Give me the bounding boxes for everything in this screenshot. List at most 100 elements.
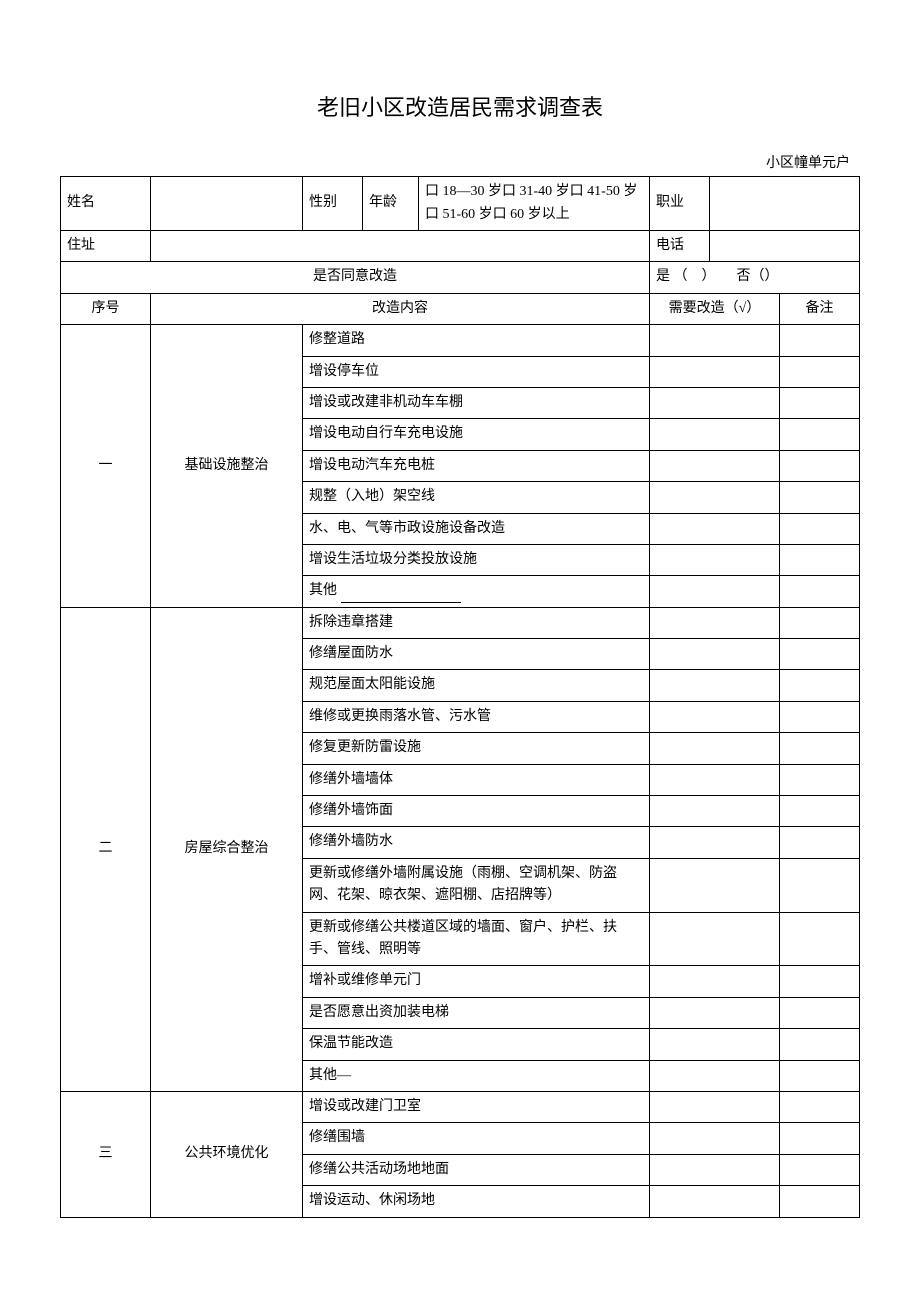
need-checkbox-cell[interactable]: [650, 607, 780, 638]
item-label: 增补或维修单元门: [303, 966, 650, 997]
need-checkbox-cell[interactable]: [650, 827, 780, 858]
item-label: 增设或改建非机动车车棚: [303, 387, 650, 418]
section-category: 公共环境优化: [151, 1091, 303, 1217]
note-cell[interactable]: [780, 858, 860, 912]
item-label: 修整道路: [303, 325, 650, 356]
note-cell[interactable]: [780, 576, 860, 607]
note-cell[interactable]: [780, 1186, 860, 1217]
header-need: 需要改造（√）: [650, 293, 780, 324]
consent-question: 是否同意改造: [61, 262, 650, 293]
item-label: 更新或修缮公共楼道区域的墙面、窗户、护栏、扶手、管线、照明等: [303, 912, 650, 966]
header-seq: 序号: [61, 293, 151, 324]
need-checkbox-cell[interactable]: [650, 1186, 780, 1217]
header-content: 改造内容: [151, 293, 650, 324]
need-checkbox-cell[interactable]: [650, 912, 780, 966]
phone-value[interactable]: [710, 231, 860, 262]
note-cell[interactable]: [780, 356, 860, 387]
need-checkbox-cell[interactable]: [650, 997, 780, 1028]
need-checkbox-cell[interactable]: [650, 1123, 780, 1154]
need-checkbox-cell[interactable]: [650, 325, 780, 356]
need-checkbox-cell[interactable]: [650, 1060, 780, 1091]
item-label: 保温节能改造: [303, 1029, 650, 1060]
item-label: 修复更新防雷设施: [303, 733, 650, 764]
note-cell[interactable]: [780, 387, 860, 418]
survey-table: 姓名 性别 年龄 口 18—30 岁口 31-40 岁口 41-50 岁口 51…: [60, 176, 860, 1218]
note-cell[interactable]: [780, 325, 860, 356]
need-checkbox-cell[interactable]: [650, 450, 780, 481]
note-cell[interactable]: [780, 607, 860, 638]
need-checkbox-cell[interactable]: [650, 1029, 780, 1060]
need-checkbox-cell[interactable]: [650, 1091, 780, 1122]
item-label: 修缮屋面防水: [303, 639, 650, 670]
section-seq: 一: [61, 325, 151, 608]
consent-answer[interactable]: 是 （ ） 否（）: [650, 262, 860, 293]
need-checkbox-cell[interactable]: [650, 544, 780, 575]
need-checkbox-cell[interactable]: [650, 966, 780, 997]
note-cell[interactable]: [780, 966, 860, 997]
page-title: 老旧小区改造居民需求调查表: [60, 90, 860, 122]
note-cell[interactable]: [780, 796, 860, 827]
note-cell[interactable]: [780, 419, 860, 450]
item-label: 增设或改建门卫室: [303, 1091, 650, 1122]
item-label: 水、电、气等市政设施设备改造: [303, 513, 650, 544]
need-checkbox-cell[interactable]: [650, 419, 780, 450]
need-checkbox-cell[interactable]: [650, 670, 780, 701]
note-cell[interactable]: [780, 639, 860, 670]
item-label: 修缮公共活动场地地面: [303, 1154, 650, 1185]
age-options[interactable]: 口 18—30 岁口 31-40 岁口 41-50 岁口 51-60 岁口 60…: [419, 177, 650, 231]
note-cell[interactable]: [780, 827, 860, 858]
note-cell[interactable]: [780, 482, 860, 513]
need-checkbox-cell[interactable]: [650, 796, 780, 827]
address-value[interactable]: [151, 231, 650, 262]
need-checkbox-cell[interactable]: [650, 576, 780, 607]
item-label: 修缮外墙墙体: [303, 764, 650, 795]
need-checkbox-cell[interactable]: [650, 356, 780, 387]
occupation-value[interactable]: [710, 177, 860, 231]
item-label: 修缮外墙防水: [303, 827, 650, 858]
note-cell[interactable]: [780, 701, 860, 732]
note-cell[interactable]: [780, 513, 860, 544]
note-cell[interactable]: [780, 997, 860, 1028]
note-cell[interactable]: [780, 450, 860, 481]
section-seq: 三: [61, 1091, 151, 1217]
item-label: 增设生活垃圾分类投放设施: [303, 544, 650, 575]
item-label: 是否愿意出资加装电梯: [303, 997, 650, 1028]
need-checkbox-cell[interactable]: [650, 513, 780, 544]
item-label: 增设电动汽车充电桩: [303, 450, 650, 481]
note-cell[interactable]: [780, 544, 860, 575]
note-cell[interactable]: [780, 1091, 860, 1122]
occupation-label: 职业: [650, 177, 710, 231]
need-checkbox-cell[interactable]: [650, 858, 780, 912]
note-cell[interactable]: [780, 670, 860, 701]
item-label: 其他—: [303, 1060, 650, 1091]
item-label: 规整（入地）架空线: [303, 482, 650, 513]
need-checkbox-cell[interactable]: [650, 482, 780, 513]
note-cell[interactable]: [780, 912, 860, 966]
item-label: 更新或修缮外墙附属设施（雨棚、空调机架、防盗网、花架、晾衣架、遮阳棚、店招牌等）: [303, 858, 650, 912]
name-value[interactable]: [151, 177, 303, 231]
note-cell[interactable]: [780, 764, 860, 795]
note-cell[interactable]: [780, 1123, 860, 1154]
need-checkbox-cell[interactable]: [650, 701, 780, 732]
need-checkbox-cell[interactable]: [650, 733, 780, 764]
section-category: 房屋综合整治: [151, 607, 303, 1091]
item-label: 增设电动自行车充电设施: [303, 419, 650, 450]
note-cell[interactable]: [780, 733, 860, 764]
age-label: 年龄: [363, 177, 419, 231]
note-cell[interactable]: [780, 1029, 860, 1060]
item-label: 规范屋面太阳能设施: [303, 670, 650, 701]
item-label: 增设运动、休闲场地: [303, 1186, 650, 1217]
note-cell[interactable]: [780, 1060, 860, 1091]
section-seq: 二: [61, 607, 151, 1091]
need-checkbox-cell[interactable]: [650, 764, 780, 795]
need-checkbox-cell[interactable]: [650, 387, 780, 418]
gender-label: 性别: [303, 177, 363, 231]
need-checkbox-cell[interactable]: [650, 639, 780, 670]
header-note: 备注: [780, 293, 860, 324]
name-label: 姓名: [61, 177, 151, 231]
item-label: 拆除违章搭建: [303, 607, 650, 638]
item-label: 修缮外墙饰面: [303, 796, 650, 827]
item-label: 维修或更换雨落水管、污水管: [303, 701, 650, 732]
need-checkbox-cell[interactable]: [650, 1154, 780, 1185]
note-cell[interactable]: [780, 1154, 860, 1185]
